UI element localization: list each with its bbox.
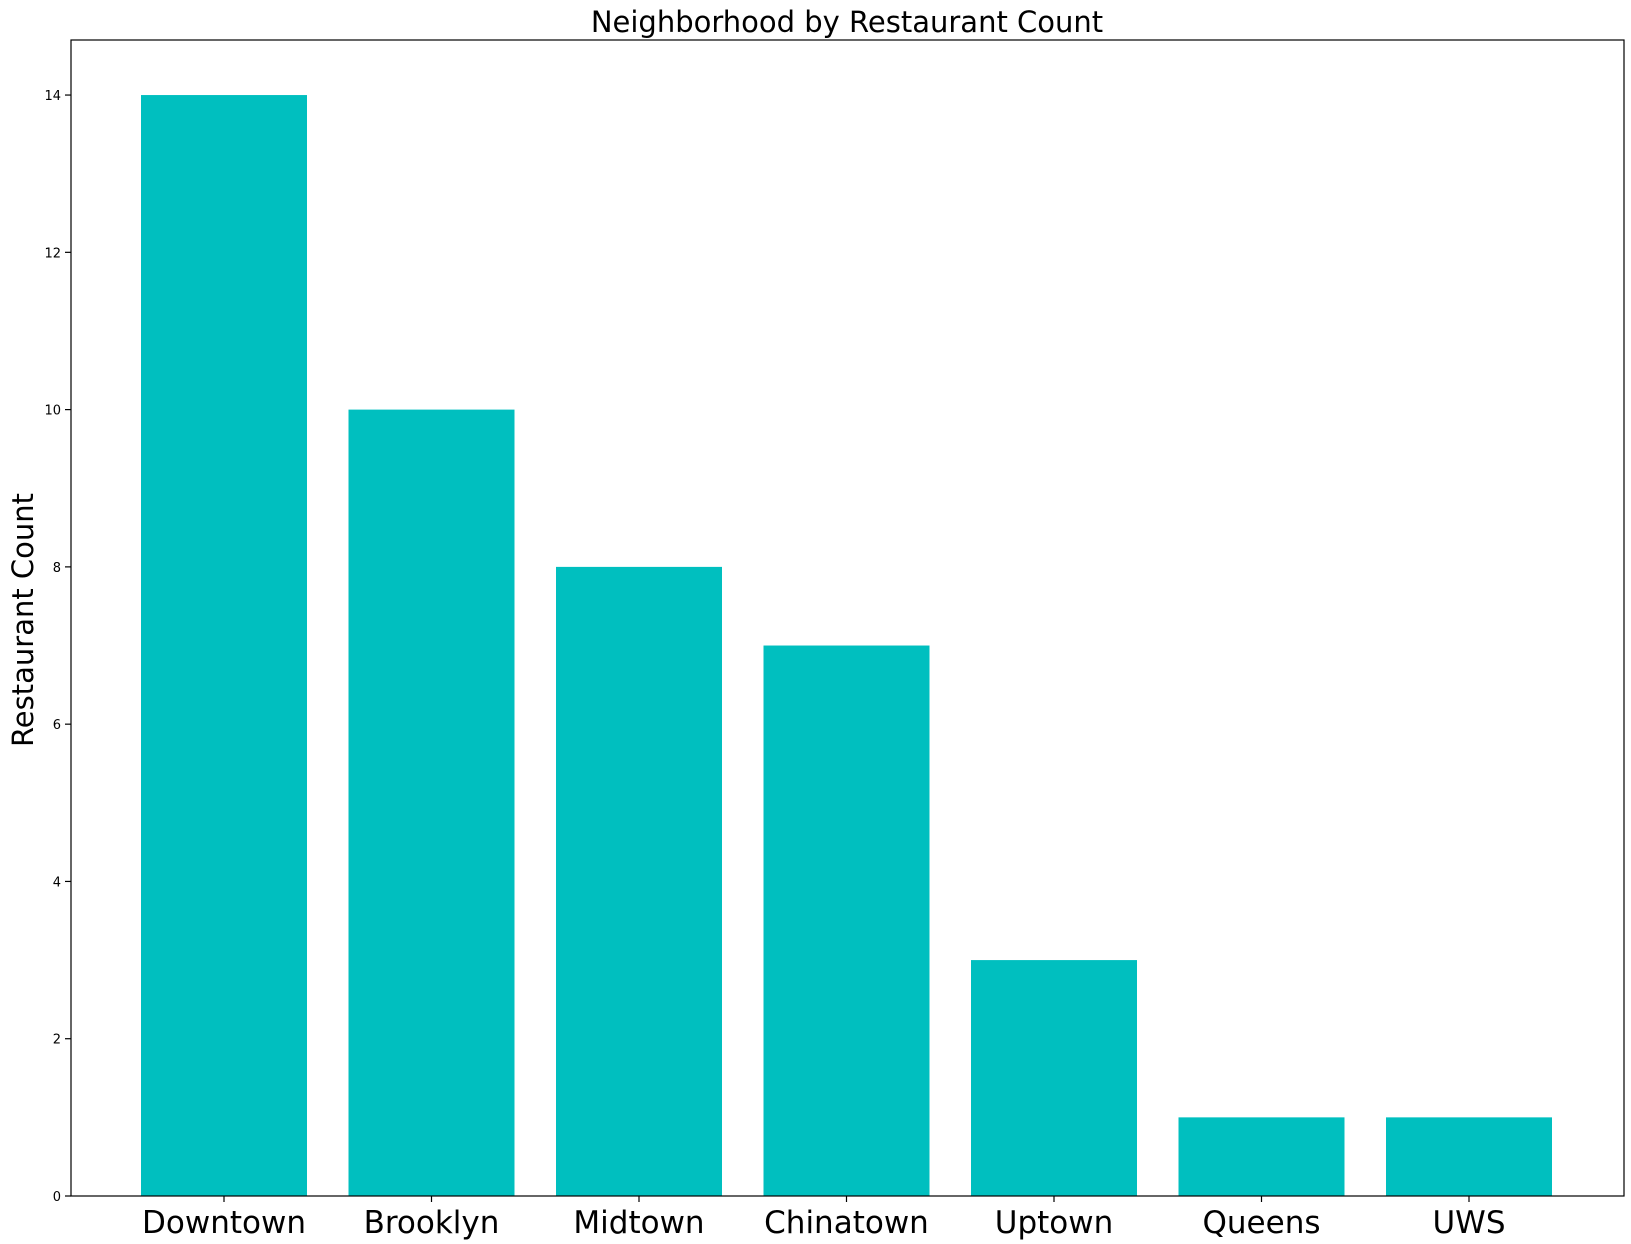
y-tick-label: 0 (53, 1190, 61, 1205)
x-tick-label: Queens (1203, 1205, 1321, 1241)
y-tick-label: 8 (53, 561, 61, 576)
bar-uptown (971, 960, 1137, 1196)
bars-group (141, 95, 1552, 1197)
x-tick-label: Brooklyn (364, 1205, 500, 1241)
y-tick-label: 2 (53, 1033, 61, 1048)
y-tick-label: 4 (53, 875, 61, 890)
bar-uws (1386, 1117, 1552, 1196)
y-tick-label: 6 (53, 718, 61, 733)
y-tick-label: 12 (44, 246, 61, 261)
x-tick-label: Uptown (995, 1205, 1114, 1241)
y-axis: 0 2 4 6 8 10 12 14 (44, 89, 71, 1205)
bar-brooklyn (348, 409, 515, 1196)
x-tick-label: UWS (1432, 1205, 1505, 1241)
x-tick-label: Midtown (573, 1205, 704, 1241)
x-axis: Downtown Brooklyn Midtown Chinatown Uptown Qu… (142, 1196, 1506, 1241)
bar-queens (1178, 1117, 1345, 1196)
x-tick-label: Chinatown (764, 1205, 929, 1241)
y-axis-label: Restaurant Count (6, 493, 40, 747)
bar-midtown (556, 566, 722, 1196)
bar-downtown (141, 95, 307, 1197)
x-tick-label: Downtown (142, 1205, 306, 1241)
bar-chinatown (763, 645, 930, 1196)
y-tick-label: 14 (44, 89, 61, 104)
axes-frame (70, 39, 1625, 1197)
y-tick-label: 10 (44, 404, 61, 419)
chart-title: Neighborhood by Restaurant Count (591, 5, 1103, 39)
